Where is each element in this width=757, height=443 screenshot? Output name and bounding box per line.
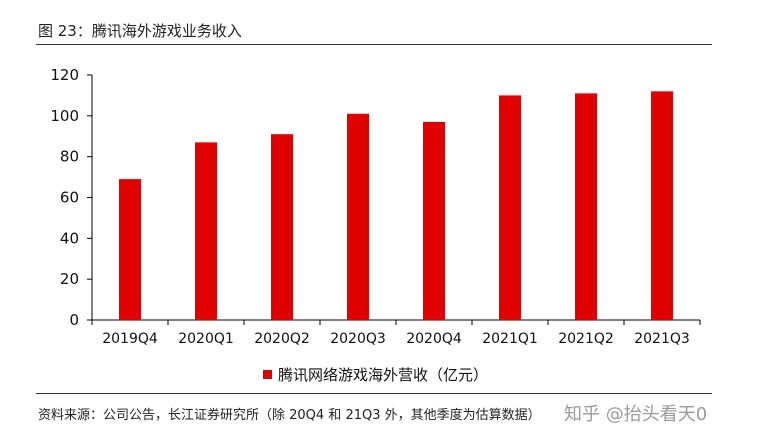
bar-2020Q3	[347, 113, 369, 321]
source-note: 资料来源：公司公告，长江证券研究所（除 20Q4 和 21Q3 外，其他季度为估…	[38, 408, 541, 423]
bar-2021Q3	[651, 91, 673, 320]
x-tick-label: 2020Q2	[254, 331, 310, 347]
figure-title: 图 23：腾讯海外游戏业务收入	[38, 22, 242, 40]
bottom-rule	[36, 393, 712, 394]
y-tick-label: 120	[50, 66, 79, 84]
bar-2021Q2	[575, 93, 597, 320]
y-tick-label: 20	[60, 270, 79, 288]
x-tick-label: 2020Q4	[406, 331, 462, 347]
y-tick-label: 80	[60, 148, 79, 166]
watermark: 知乎 @抬头看天0	[564, 404, 708, 425]
x-tick-label: 2020Q3	[330, 331, 386, 347]
legend-swatch	[263, 370, 272, 379]
y-tick-label: 60	[60, 189, 79, 207]
y-tick-label: 0	[69, 311, 79, 329]
bar-2021Q1	[499, 95, 521, 321]
chart-legend: 腾讯网络游戏海外营收（亿元）	[263, 364, 488, 385]
x-tick-label: 2021Q2	[558, 331, 614, 347]
bar-2020Q1	[195, 142, 217, 320]
legend-label: 腾讯网络游戏海外营收（亿元）	[278, 366, 489, 384]
top-rule	[36, 44, 712, 45]
bar-2019Q4	[119, 179, 141, 320]
x-tick-label: 2021Q1	[482, 331, 538, 347]
x-tick-label: 2019Q4	[102, 331, 158, 347]
bar-2020Q4	[423, 121, 445, 320]
x-tick-label: 2020Q1	[178, 331, 234, 347]
x-tick-label: 2021Q3	[634, 331, 690, 347]
y-tick-label: 40	[60, 229, 79, 247]
y-tick-label: 100	[50, 107, 79, 125]
bar-2020Q2	[271, 134, 293, 320]
